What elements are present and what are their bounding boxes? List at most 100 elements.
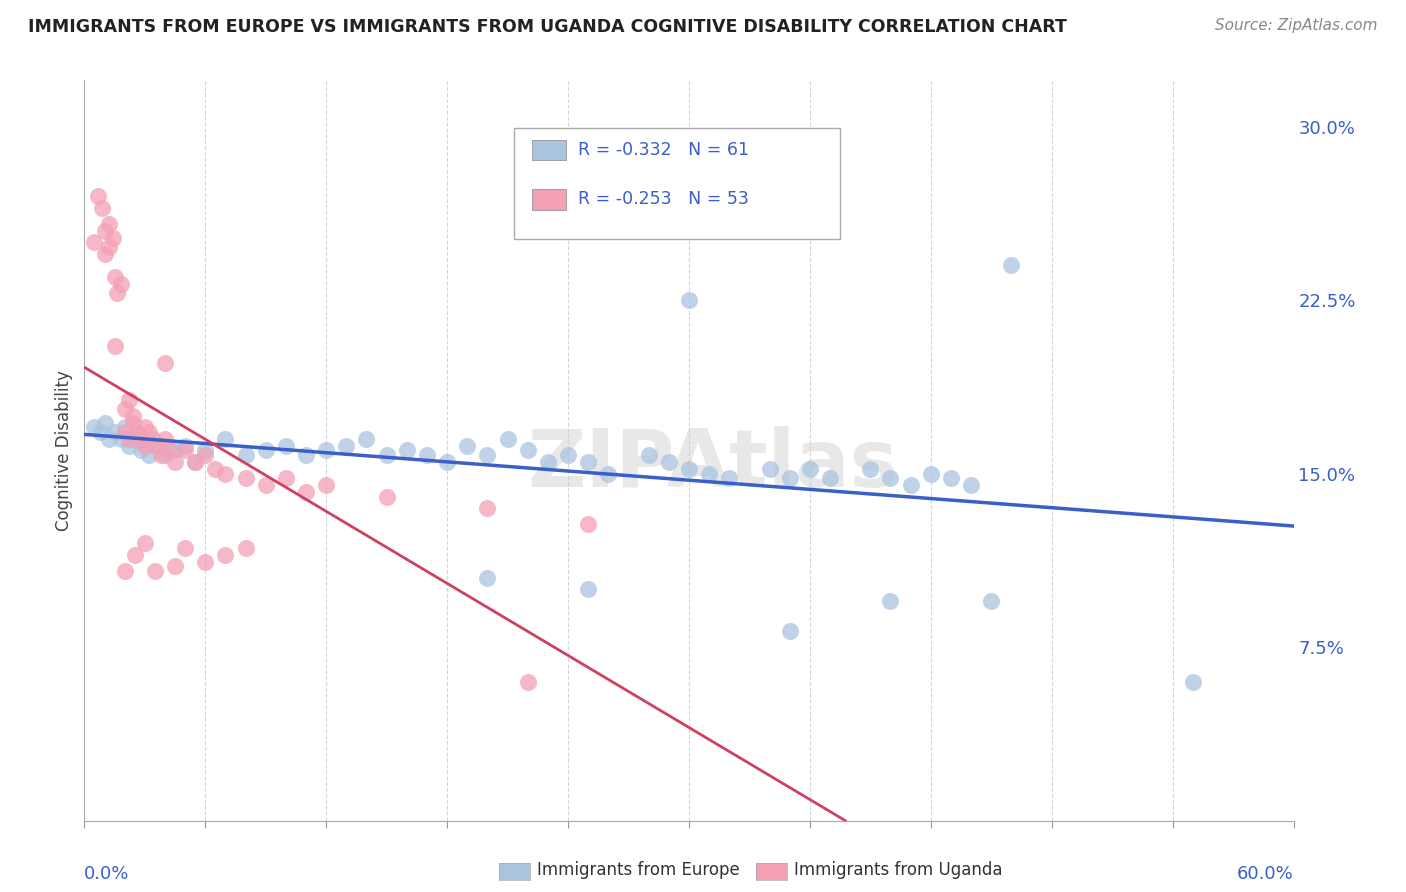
Point xyxy=(537,455,560,469)
Point xyxy=(295,485,318,500)
Point xyxy=(496,432,519,446)
Point xyxy=(335,439,357,453)
Point xyxy=(194,448,217,462)
Point xyxy=(124,548,146,562)
Point xyxy=(658,455,681,469)
Point xyxy=(121,409,143,423)
Point xyxy=(375,448,398,462)
Point xyxy=(436,455,458,469)
Point xyxy=(134,436,156,450)
FancyBboxPatch shape xyxy=(531,189,565,210)
Point xyxy=(395,443,418,458)
Point xyxy=(97,217,120,231)
Point xyxy=(235,448,257,462)
Point xyxy=(118,392,141,407)
Point xyxy=(138,448,160,462)
Point xyxy=(105,286,128,301)
Text: ZIPAtlas: ZIPAtlas xyxy=(527,426,898,504)
Point xyxy=(124,432,146,446)
Point xyxy=(779,624,801,638)
Point xyxy=(204,462,226,476)
Point xyxy=(174,541,197,555)
Point xyxy=(121,416,143,430)
Point xyxy=(274,439,297,453)
Point xyxy=(184,455,207,469)
Point xyxy=(91,201,114,215)
Point xyxy=(799,462,821,476)
Point xyxy=(1181,674,1204,689)
Point xyxy=(153,448,176,462)
Text: Immigrants from Europe: Immigrants from Europe xyxy=(537,861,740,879)
Point xyxy=(576,517,599,532)
Point xyxy=(214,432,236,446)
Point xyxy=(235,471,257,485)
Point xyxy=(235,541,257,555)
Point xyxy=(97,432,120,446)
Point xyxy=(939,471,962,485)
Point xyxy=(149,448,172,462)
Point xyxy=(142,432,165,446)
Point xyxy=(456,439,478,453)
Point xyxy=(477,501,499,516)
Text: 60.0%: 60.0% xyxy=(1237,865,1294,883)
Point xyxy=(118,432,141,446)
Point xyxy=(83,235,105,250)
Point xyxy=(165,443,187,458)
Point xyxy=(315,443,337,458)
Point xyxy=(516,443,538,458)
Point xyxy=(879,594,901,608)
Point xyxy=(104,339,127,353)
Point xyxy=(718,471,741,485)
Point xyxy=(174,439,197,453)
Point xyxy=(114,564,136,578)
Point xyxy=(101,230,124,244)
FancyBboxPatch shape xyxy=(513,128,841,239)
Point xyxy=(900,478,922,492)
Point xyxy=(134,439,156,453)
Point xyxy=(859,462,882,476)
Point xyxy=(818,471,841,485)
Point xyxy=(153,355,176,369)
Point xyxy=(637,448,659,462)
Point xyxy=(274,471,297,485)
Point xyxy=(165,559,187,574)
Point xyxy=(920,467,942,481)
Point xyxy=(114,401,136,416)
Point xyxy=(104,269,127,284)
Point xyxy=(83,420,105,434)
Point xyxy=(375,490,398,504)
Point xyxy=(678,293,700,307)
Point xyxy=(416,448,439,462)
Point xyxy=(97,240,120,254)
Point xyxy=(477,571,499,585)
Point xyxy=(165,455,187,469)
Point xyxy=(143,564,166,578)
Point xyxy=(356,432,378,446)
Text: 0.0%: 0.0% xyxy=(84,865,129,883)
Point xyxy=(980,594,1002,608)
Point xyxy=(315,478,337,492)
Point xyxy=(254,478,277,492)
Text: Source: ZipAtlas.com: Source: ZipAtlas.com xyxy=(1215,18,1378,33)
Point xyxy=(129,443,152,458)
Point xyxy=(153,432,176,446)
Point xyxy=(960,478,983,492)
Point xyxy=(138,425,160,439)
Text: R = -0.332   N = 61: R = -0.332 N = 61 xyxy=(578,141,749,159)
Y-axis label: Cognitive Disability: Cognitive Disability xyxy=(55,370,73,531)
Point xyxy=(134,536,156,550)
FancyBboxPatch shape xyxy=(531,139,565,161)
Point xyxy=(146,439,169,453)
Point xyxy=(678,462,700,476)
Point xyxy=(576,582,599,597)
Point xyxy=(516,674,538,689)
Point xyxy=(557,448,579,462)
Point xyxy=(93,247,115,261)
Point xyxy=(214,548,236,562)
Point xyxy=(779,471,801,485)
Point xyxy=(114,425,136,439)
Point xyxy=(697,467,720,481)
Text: Immigrants from Uganda: Immigrants from Uganda xyxy=(794,861,1002,879)
Point xyxy=(194,443,217,458)
Point xyxy=(576,455,599,469)
